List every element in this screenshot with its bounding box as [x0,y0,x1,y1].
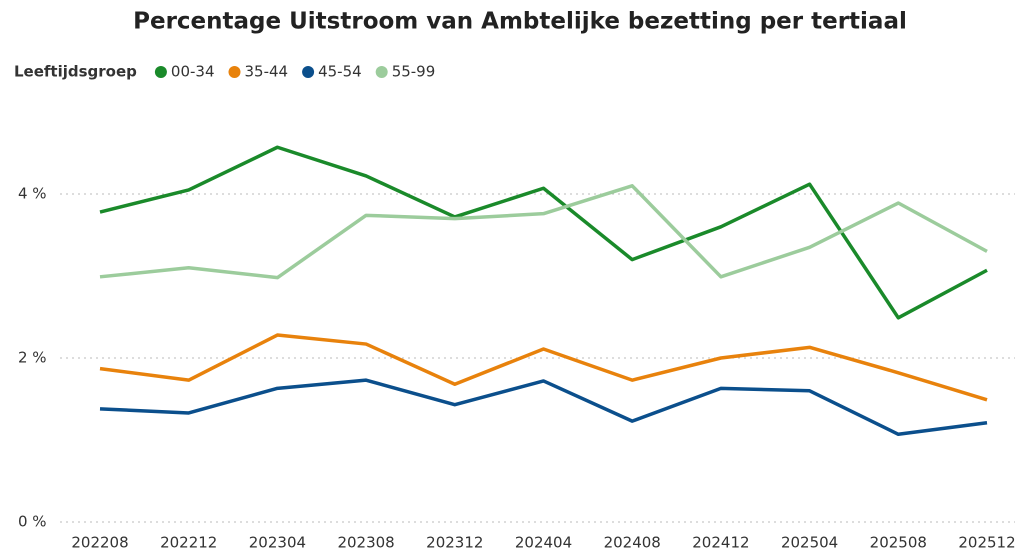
x-tick-label: 202312 [426,534,483,552]
x-tick-label: 202512 [958,534,1015,552]
series-line [99,333,988,402]
y-tick-label: 2 % [18,349,47,367]
legend-label: 35-44 [245,63,289,81]
series-line [99,184,988,280]
x-tick-label: 202304 [249,534,306,552]
legend-title: Leeftijdsgroep [14,63,137,81]
y-tick-label: 4 % [18,185,47,203]
x-tick-label: 202412 [692,534,749,552]
x-tick-label: 202212 [160,534,217,552]
legend-label: 00-34 [171,63,215,81]
legend-label: 45-54 [318,63,362,81]
x-tick-label: 202408 [604,534,661,552]
legend-swatch [154,66,167,78]
series-line [99,378,988,437]
legend-swatch [302,66,315,78]
y-tick-label: 0 % [18,513,47,531]
x-tick-label: 202208 [71,534,128,552]
legend-swatch [375,66,388,78]
x-tick-label: 202404 [515,534,572,552]
series-line [99,145,988,320]
x-tick-label: 202504 [781,534,838,552]
chart-title: Percentage Uitstroom van Ambtelijke beze… [133,9,907,35]
legend-label: 55-99 [392,63,436,81]
x-tick-label: 202308 [337,534,394,552]
x-tick-label: 202508 [870,534,927,552]
legend-swatch [228,66,241,78]
